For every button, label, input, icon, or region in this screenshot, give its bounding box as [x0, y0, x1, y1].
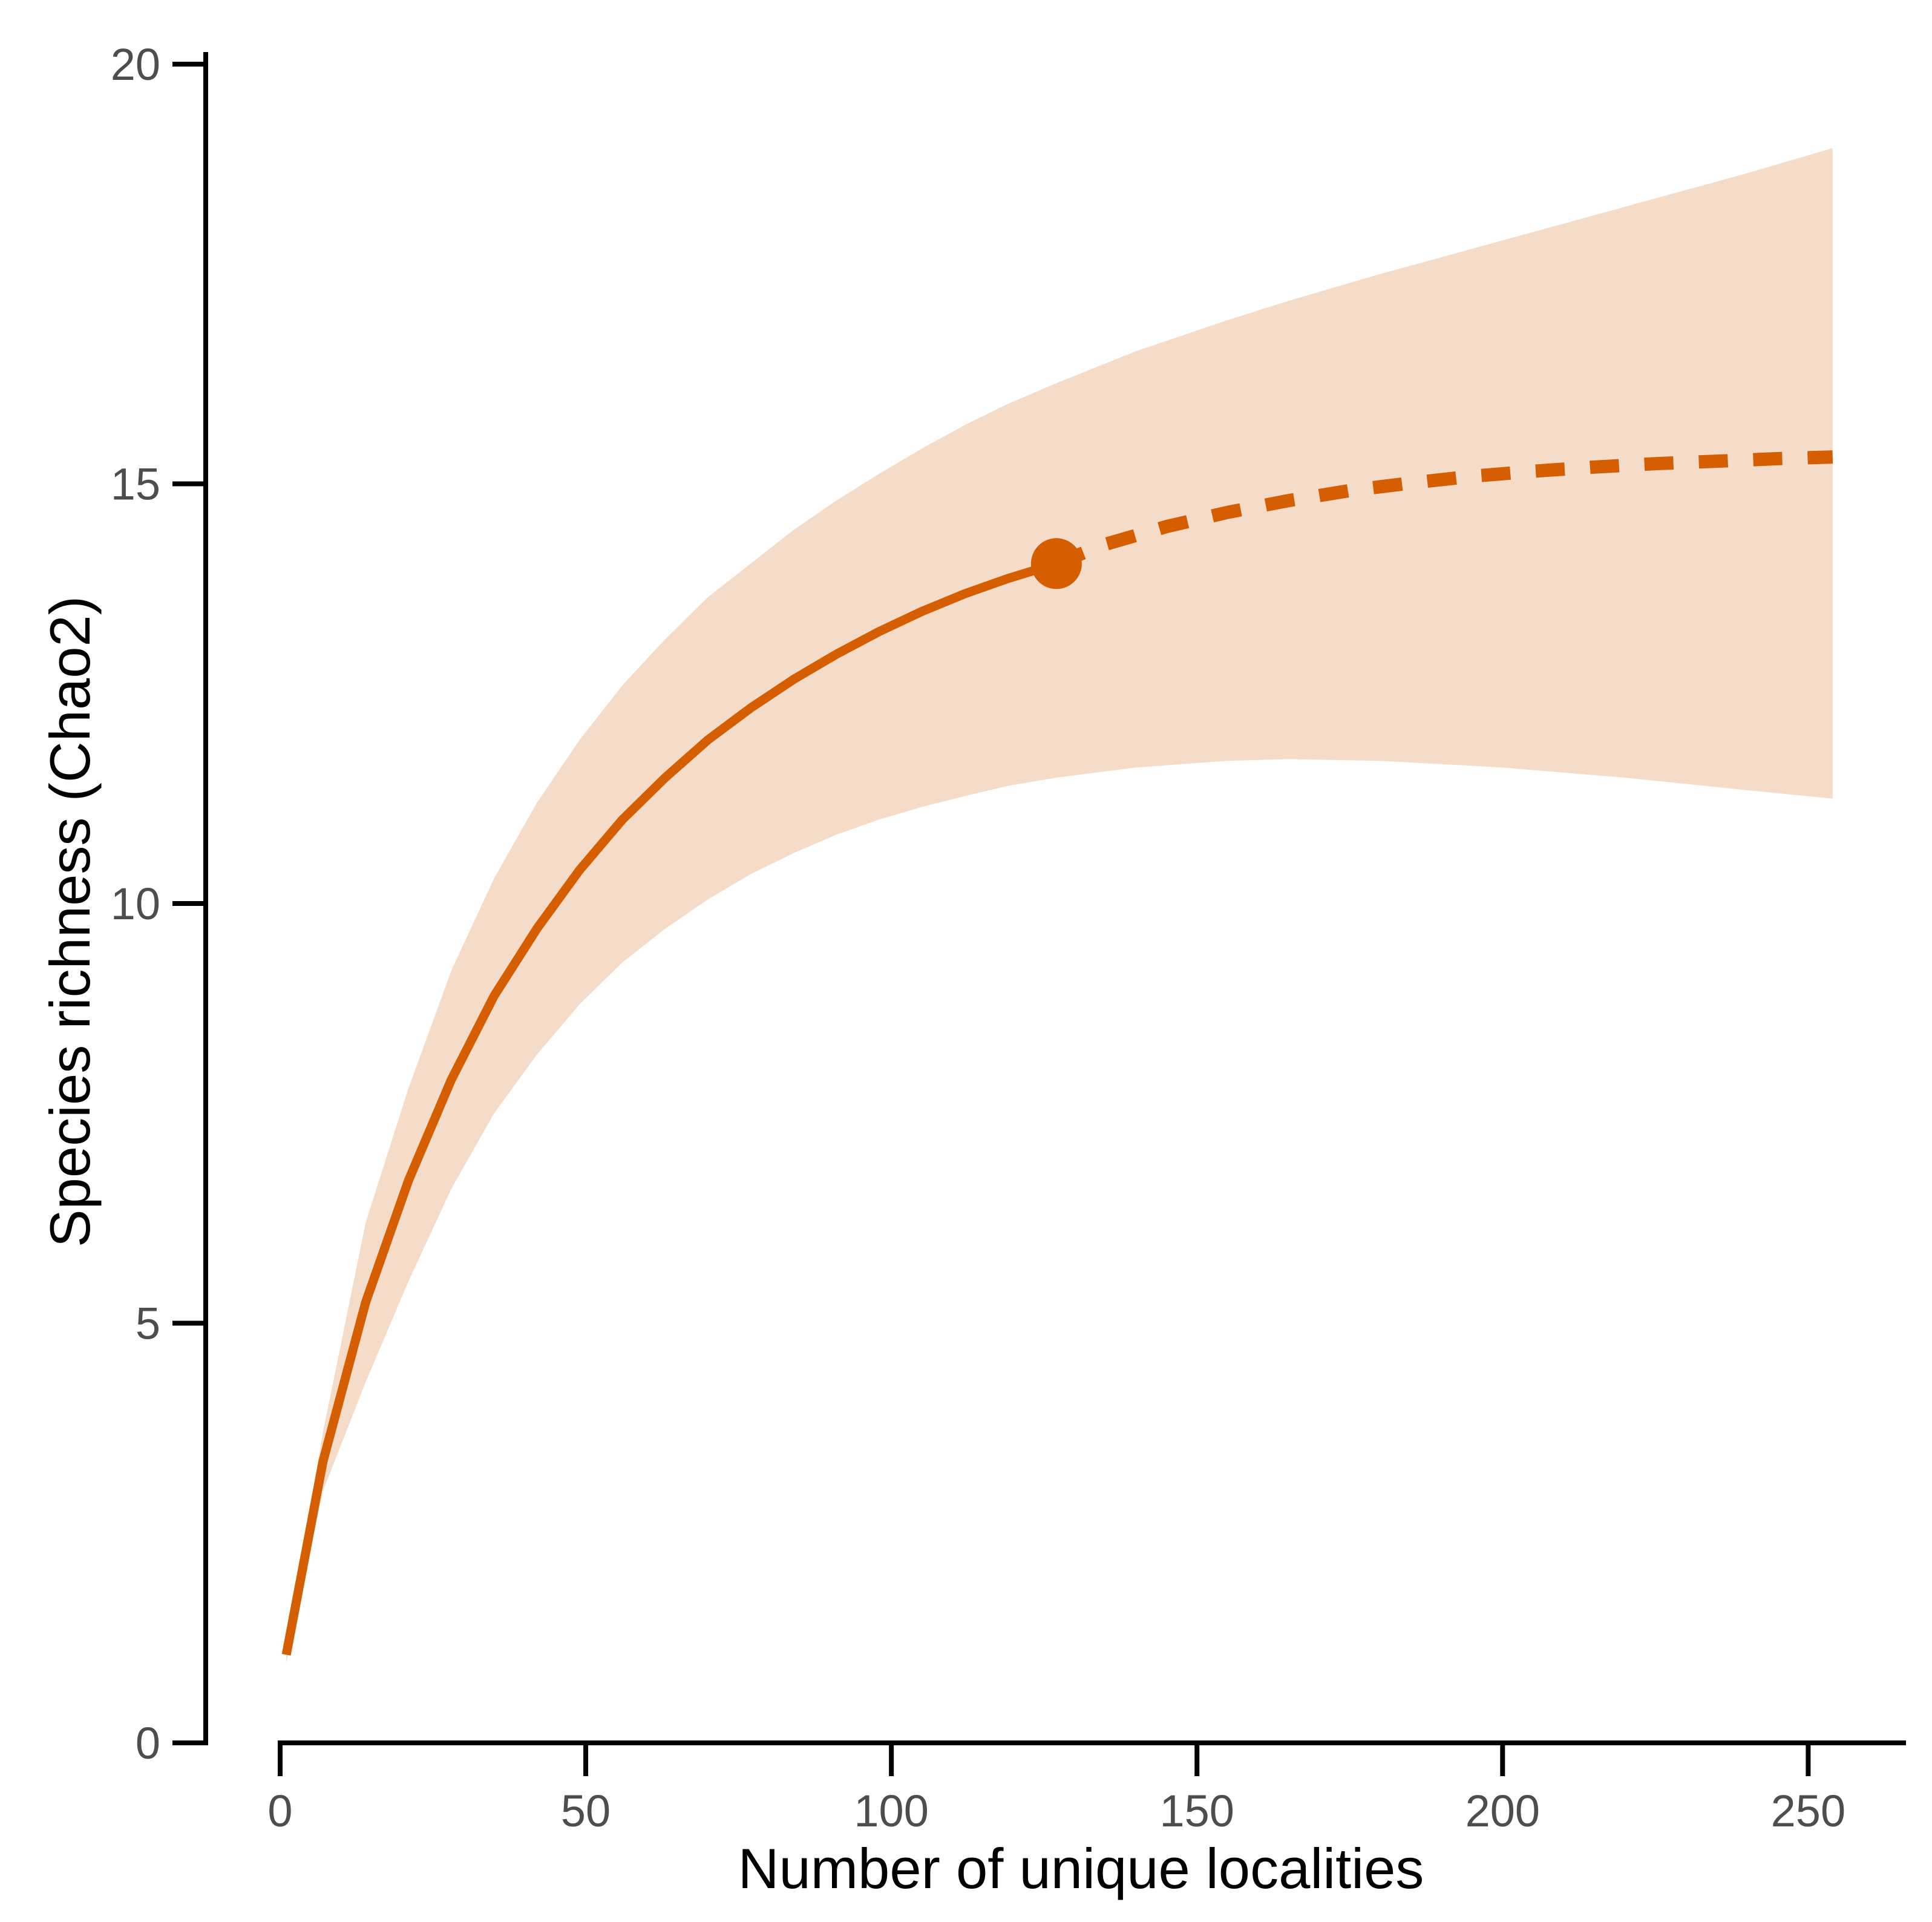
y-tick-label: 10	[111, 879, 160, 929]
extrapolated-line-series	[1053, 450, 1833, 570]
x-tick-label: 200	[1465, 1786, 1540, 1836]
x-tick-label: 100	[854, 1786, 928, 1836]
y-axis-title: Species richness (Chao2)	[38, 596, 102, 1247]
y-tick-label: 5	[136, 1299, 160, 1349]
x-tick-label: 0	[267, 1786, 292, 1836]
y-axis-ticks: 0 5 10 15 20	[111, 39, 206, 1768]
observed-line-series	[281, 559, 1058, 1656]
y-tick-label: 0	[136, 1718, 160, 1768]
x-tick-label: 50	[561, 1786, 611, 1836]
x-axis-title: Number of unique localities	[738, 1837, 1424, 1900]
x-axis-ticks: 0 50 100 150 200 250	[267, 1743, 1845, 1836]
reference-sample-point	[1030, 538, 1082, 589]
x-tick-label: 150	[1159, 1786, 1234, 1836]
confidence-band	[286, 148, 1833, 1664]
x-tick-label: 250	[1771, 1786, 1845, 1836]
y-tick-label: 20	[111, 39, 160, 90]
y-tick-label: 15	[111, 459, 160, 510]
